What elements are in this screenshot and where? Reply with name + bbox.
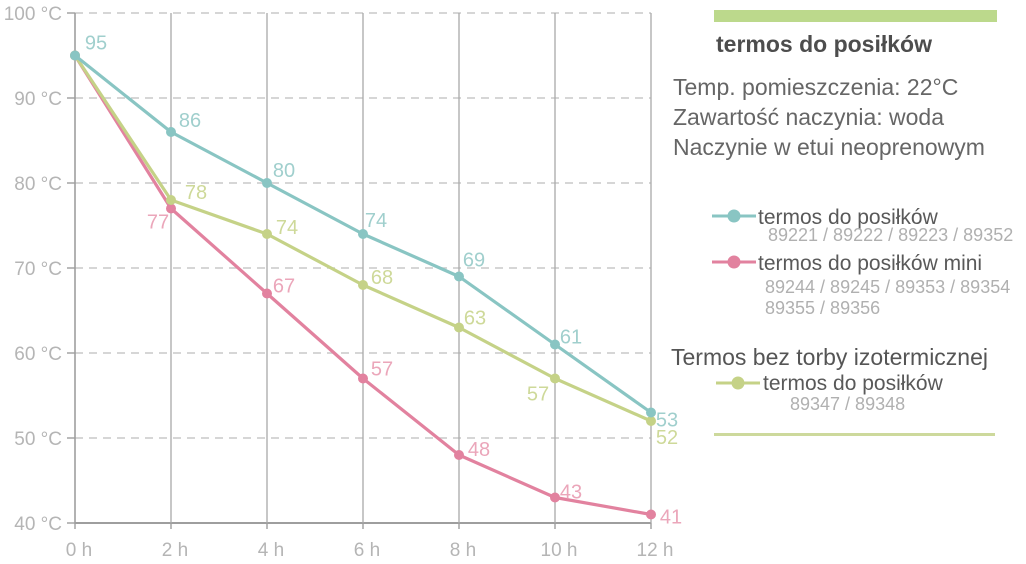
legend-label-termos-bez-torby: termos do posiłków	[763, 372, 943, 395]
point-value-label: 53	[656, 410, 678, 432]
temperature-chart: 100 °C 90 °C 80 °C 70 °C 60 °C 50 °C 40 °C0 h 2…	[4, 4, 682, 561]
x-tick-label: 12 h	[637, 540, 674, 561]
point-value-label: 43	[560, 482, 582, 504]
point-value-label: 57	[527, 384, 549, 406]
x-tick-label: 10 h	[541, 540, 578, 561]
legend-marker-teal	[712, 209, 756, 223]
data-point	[166, 203, 176, 214]
point-value-label: 41	[660, 507, 682, 529]
point-value-label: 48	[468, 439, 490, 461]
data-point	[262, 288, 272, 299]
condition-line: Temp. pomieszczenia: 22°C	[673, 74, 959, 100]
data-point	[550, 339, 560, 350]
point-value-label: 68	[371, 267, 393, 289]
data-point	[646, 407, 656, 418]
y-tick-label: 70 °C	[14, 259, 62, 280]
condition-line: Zawartość naczynia: woda	[673, 104, 945, 130]
y-tick-label: 100 °C	[4, 4, 62, 25]
section2-title: Termos bez torby izotermicznej	[671, 344, 988, 370]
legend-label-termos-mini: termos do posiłków mini	[758, 252, 983, 275]
x-tick-label: 0 h	[66, 540, 92, 561]
condition-line: Naczynie w etui neoprenowym	[673, 134, 985, 160]
y-tick-label: 50 °C	[14, 429, 62, 450]
data-point	[262, 229, 272, 239]
data-point	[358, 373, 368, 384]
y-tick-label: 60 °C	[14, 344, 62, 365]
point-value-label: 86	[179, 110, 201, 132]
point-value-label: 57	[371, 359, 393, 381]
data-point	[166, 127, 176, 137]
x-tick-label: 8 h	[450, 540, 476, 561]
point-value-label: 52	[656, 427, 678, 449]
point-value-label: 77	[147, 212, 169, 234]
data-point	[70, 50, 80, 61]
x-tick-label: 2 h	[162, 540, 188, 561]
legend-codes-termos-mini: 89244 / 89245 / 89353 / 89354 89355 / 89…	[765, 277, 1011, 318]
legend-marker-pink	[712, 255, 756, 269]
data-point	[358, 280, 368, 290]
data-point	[550, 492, 560, 503]
point-value-label: 78	[185, 182, 207, 204]
point-value-label: 95	[85, 33, 107, 55]
y-tick-label: 40 °C	[14, 514, 62, 535]
legend-codes-termos-bez-torby: 89347 / 89348	[790, 394, 906, 414]
x-tick-label: 4 h	[258, 540, 284, 561]
data-point	[454, 322, 464, 333]
divider-rule	[714, 433, 995, 436]
data-point	[550, 373, 560, 384]
point-value-label: 80	[273, 160, 295, 182]
legend-label-termos: termos do posiłków	[758, 206, 938, 229]
data-point	[358, 229, 368, 239]
data-point	[646, 509, 656, 520]
y-tick-label: 90 °C	[14, 89, 62, 110]
data-point	[646, 416, 656, 426]
y-tick-label: 80 °C	[14, 174, 62, 195]
x-tick-label: 6 h	[354, 540, 380, 561]
point-value-label: 74	[276, 217, 298, 239]
point-value-label: 74	[365, 210, 387, 232]
panel-title: termos do posiłków	[716, 31, 932, 57]
conditions-block: Temp. pomieszczenia: 22°C Zawartość nacz…	[673, 72, 985, 162]
data-point	[454, 271, 464, 282]
point-value-label: 67	[273, 276, 295, 298]
legend-marker-green	[716, 376, 760, 390]
point-value-label: 63	[464, 308, 486, 330]
data-point	[166, 195, 176, 205]
accent-bar	[714, 10, 997, 22]
data-point	[262, 178, 272, 188]
data-point	[454, 450, 464, 460]
legend-codes-termos: 89221 / 89222 / 89223 / 89352	[768, 225, 1014, 245]
point-value-label: 61	[560, 327, 582, 349]
point-value-label: 69	[463, 250, 485, 272]
